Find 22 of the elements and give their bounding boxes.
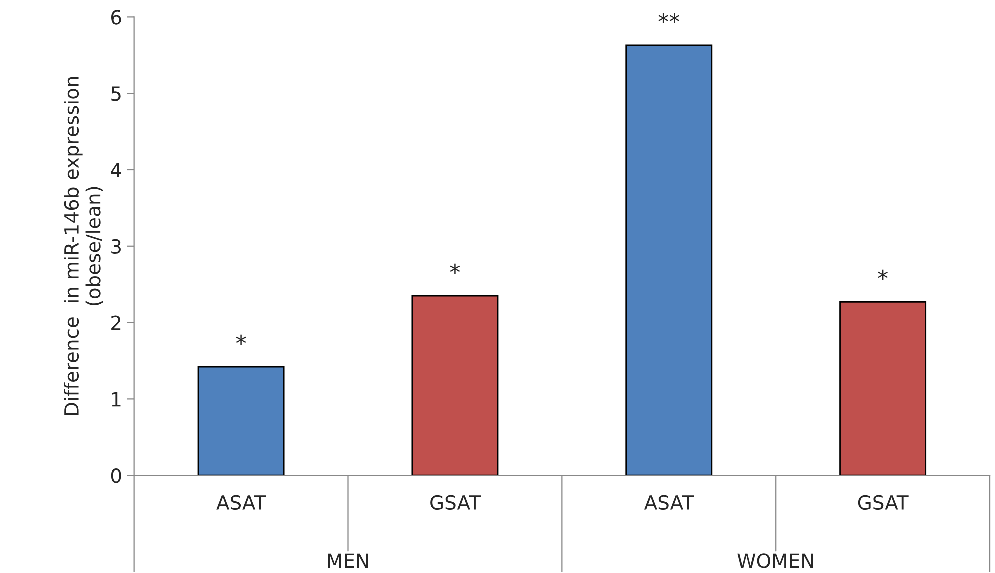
data-label: * [878,270,888,280]
bar [412,295,499,476]
bar [198,366,285,476]
data-label: ** [658,13,680,24]
y-tick-label: 3 [112,239,121,254]
x-tick-label: ASAT [216,495,266,510]
bar [840,301,927,476]
x-tick-label: GSAT [430,495,481,510]
y-tick-label: 2 [112,316,121,330]
bar [626,44,713,476]
y-tick-label: 4 [111,163,122,178]
x-tick-label: GSAT [858,495,909,510]
text: MEN [328,554,368,568]
text: WOMEN [738,554,814,568]
x-tick-label: ASAT [644,495,694,510]
y-axis-title: Difference in miR-146b expression (obese/lean) [64,77,104,416]
y-tick-label: 1 [112,392,121,407]
y-tick-label: 6 [112,10,122,25]
y-tick-label: 0 [111,468,122,484]
data-label: * [236,334,246,346]
y-tick-label: 5 [112,86,121,102]
data-label: * [450,264,460,274]
